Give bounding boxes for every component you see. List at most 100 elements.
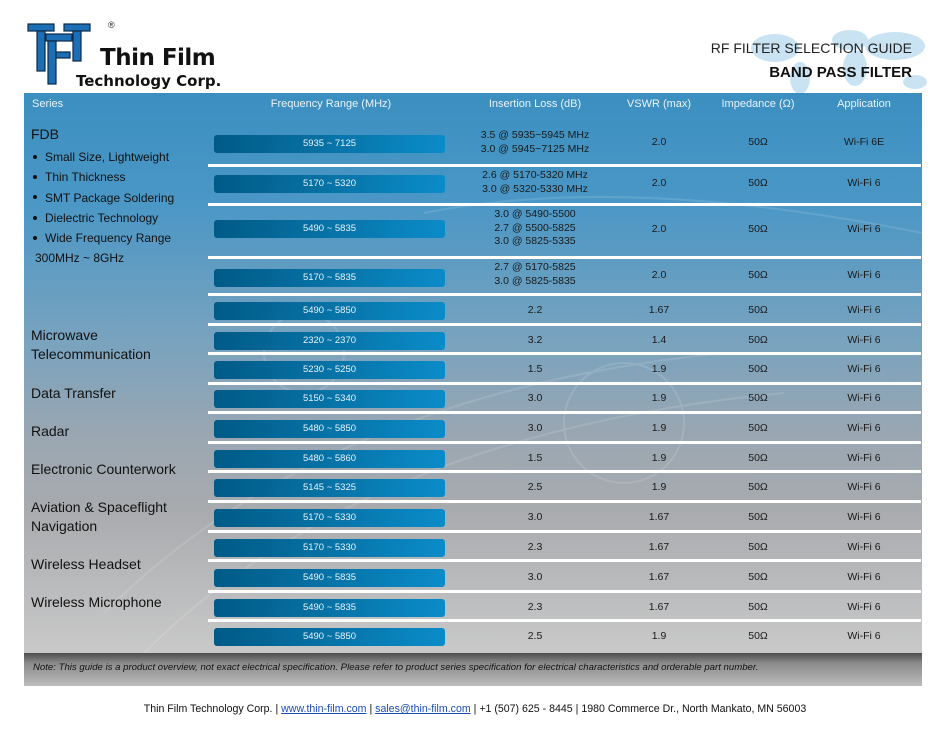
feature-item: Small Size, Lightweight [31,147,174,167]
series-line: Microwave [31,327,98,343]
insertion-loss: 1.5 [527,452,543,464]
impedance: 50Ω [748,481,768,493]
impedance: 50Ω [748,422,768,434]
insertion-loss: 3.0 [527,511,543,523]
series-label-fdb: FDB [31,125,59,144]
separator: | [572,703,582,715]
freq-range: 2320 ~ 2370 [214,332,445,350]
vswr: 2.0 [651,177,667,189]
footer-address: 1980 Commerce Dr., North Mankato, MN 560… [581,703,807,715]
freq-range: 5490 ~ 5850 [214,302,445,320]
vswr: 1.9 [651,363,667,375]
row-divider [208,530,921,533]
feature-item: Thin Thickness [31,167,174,187]
separator: | [470,703,480,715]
vswr: 1.4 [651,334,667,346]
column-header-insertion-loss: Insertion Loss (dB) [488,98,582,110]
insertion-loss: 2.2 [527,304,543,316]
series-label-microwave: Microwave Telecommunication [31,326,151,364]
insertion-loss: 3.0 [527,392,543,404]
series-label-wireless-microphone: Wireless Microphone [31,593,162,612]
row-divider [208,500,921,503]
column-header-impedance: Impedance (Ω) [721,98,795,110]
impedance: 50Ω [748,392,768,404]
series-label-data-transfer: Data Transfer [31,384,116,403]
contact-footer: Thin Film Technology Corp. | www.thin-fi… [0,703,950,715]
freq-range: 5230 ~ 5250 [214,361,445,379]
selection-table: Series Frequency Range (MHz) Insertion L… [24,93,922,653]
feature-text: Small Size, Lightweight [45,150,170,164]
company-name: Thin Film [100,45,216,71]
application: Wi-Fi 6 [847,177,881,189]
company-logo: ® Thin Film Technology Corp. [26,20,221,92]
insertion-loss: 2.3 [527,541,543,553]
application: Wi-Fi 6 [847,452,881,464]
feature-text: Dielectric Technology [45,210,159,225]
bullet-icon [33,236,37,241]
freq-range: 5490 ~ 5835 [214,220,445,238]
impedance: 50Ω [748,511,768,523]
application: Wi-Fi 6 [847,304,881,316]
application: Wi-Fi 6 [847,223,881,235]
impedance: 50Ω [748,630,768,642]
series-line: Data Transfer [31,385,116,401]
row-divider [208,256,921,259]
separator: | [366,703,376,715]
insertion-loss: 3.0 @ 5490-5500 2.7 @ 5500-5825 3.0 @ 58… [494,208,575,249]
email-link[interactable]: sales@thin-film.com [375,703,471,715]
application: Wi-Fi 6 [847,511,881,523]
series-label-aviation: Aviation & Spaceflight Navigation [31,498,167,536]
impedance: 50Ω [748,363,768,375]
insertion-loss: 2.7 @ 5170-5825 3.0 @ 5825-5835 [494,261,575,288]
freq-range: 5490 ~ 5835 [214,599,445,617]
vswr: 2.0 [651,223,667,235]
series-line: Electronic Counterwork [31,461,176,477]
website-link[interactable]: www.thin-film.com [281,703,367,715]
impedance: 50Ω [748,304,768,316]
freq-range: 5150 ~ 5340 [214,390,445,408]
vswr: 1.67 [648,304,670,316]
freq-range: 5935 ~ 7125 [214,135,445,153]
application: Wi-Fi 6E [843,136,885,148]
loss-line: 3.0 @ 5490-5500 [494,208,576,220]
row-divider [208,293,921,296]
insertion-loss: 2.5 [527,630,543,642]
tft-logo-mark-icon [27,23,91,85]
insertion-loss: 2.3 [527,601,543,613]
application: Wi-Fi 6 [847,630,881,642]
series-label-electronic-counterwork: Electronic Counterwork [31,460,176,479]
application: Wi-Fi 6 [847,363,881,375]
disclaimer-text: Note: This guide is a product overview, … [33,662,759,673]
series-line: Radar [31,423,70,439]
impedance: 50Ω [748,334,768,346]
impedance: 50Ω [748,269,768,281]
footer-phone: +1 (507) 625 - 8445 [479,703,573,715]
row-divider [208,470,921,473]
vswr: 1.67 [648,571,670,583]
application: Wi-Fi 6 [847,334,881,346]
row-divider [208,382,921,385]
world-map-icon [751,30,927,94]
row-divider [208,352,921,355]
vswr: 1.9 [651,481,667,493]
series-label-radar: Radar [31,422,69,441]
fdb-feature-list: Small Size, Lightweight Thin Thickness S… [31,147,174,269]
column-header-series: Series [32,98,64,110]
bullet-icon [33,154,37,159]
application: Wi-Fi 6 [847,269,881,281]
loss-line: 3.5 @ 5935~5945 MHz [480,129,590,141]
vswr: 1.67 [648,601,670,613]
loss-line: 3.0 @ 5320-5330 MHz [482,182,588,195]
company-corp: Technology Corp. [76,72,222,90]
application: Wi-Fi 6 [847,571,881,583]
feature-text: SMT Package Soldering [45,190,175,205]
feature-item: Wide Frequency Range [31,228,174,248]
column-header-application: Application [837,98,891,110]
feature-item: SMT Package Soldering [31,188,174,208]
column-header-frequency: Frequency Range (MHz) [270,98,392,110]
row-divider [208,323,921,326]
insertion-loss: 3.5 @ 5935~5945 MHz 3.0 @ 5945~7125 MHz [481,129,589,156]
series-line: Wireless Headset [31,556,141,572]
feature-text: Wide Frequency Range [45,231,172,246]
impedance: 50Ω [748,452,768,464]
